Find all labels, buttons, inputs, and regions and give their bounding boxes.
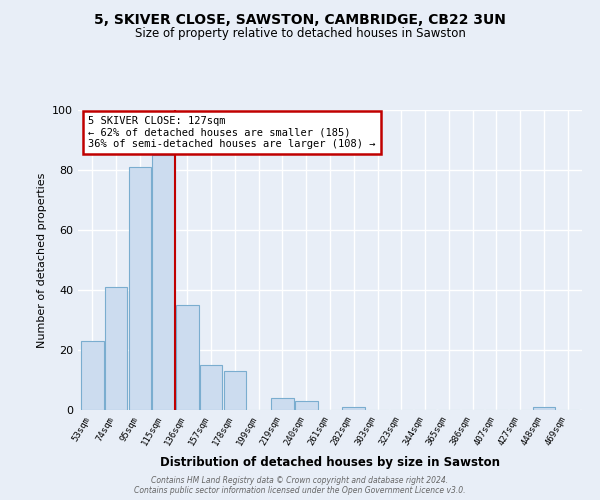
Text: Contains HM Land Registry data © Crown copyright and database right 2024.
Contai: Contains HM Land Registry data © Crown c… [134, 476, 466, 495]
Text: Size of property relative to detached houses in Sawston: Size of property relative to detached ho… [134, 28, 466, 40]
Text: 5 SKIVER CLOSE: 127sqm
← 62% of detached houses are smaller (185)
36% of semi-de: 5 SKIVER CLOSE: 127sqm ← 62% of detached… [88, 116, 376, 149]
X-axis label: Distribution of detached houses by size in Sawston: Distribution of detached houses by size … [160, 456, 500, 468]
Bar [152, 155, 175, 410]
Bar [343, 407, 365, 410]
Bar [295, 401, 317, 410]
Bar [271, 398, 294, 410]
Bar [200, 365, 223, 410]
Y-axis label: Number of detached properties: Number of detached properties [37, 172, 47, 348]
Bar [176, 305, 199, 410]
Bar [224, 371, 246, 410]
Bar [81, 341, 104, 410]
Bar [105, 287, 127, 410]
Bar [128, 167, 151, 410]
Bar [533, 407, 555, 410]
Text: 5, SKIVER CLOSE, SAWSTON, CAMBRIDGE, CB22 3UN: 5, SKIVER CLOSE, SAWSTON, CAMBRIDGE, CB2… [94, 12, 506, 26]
